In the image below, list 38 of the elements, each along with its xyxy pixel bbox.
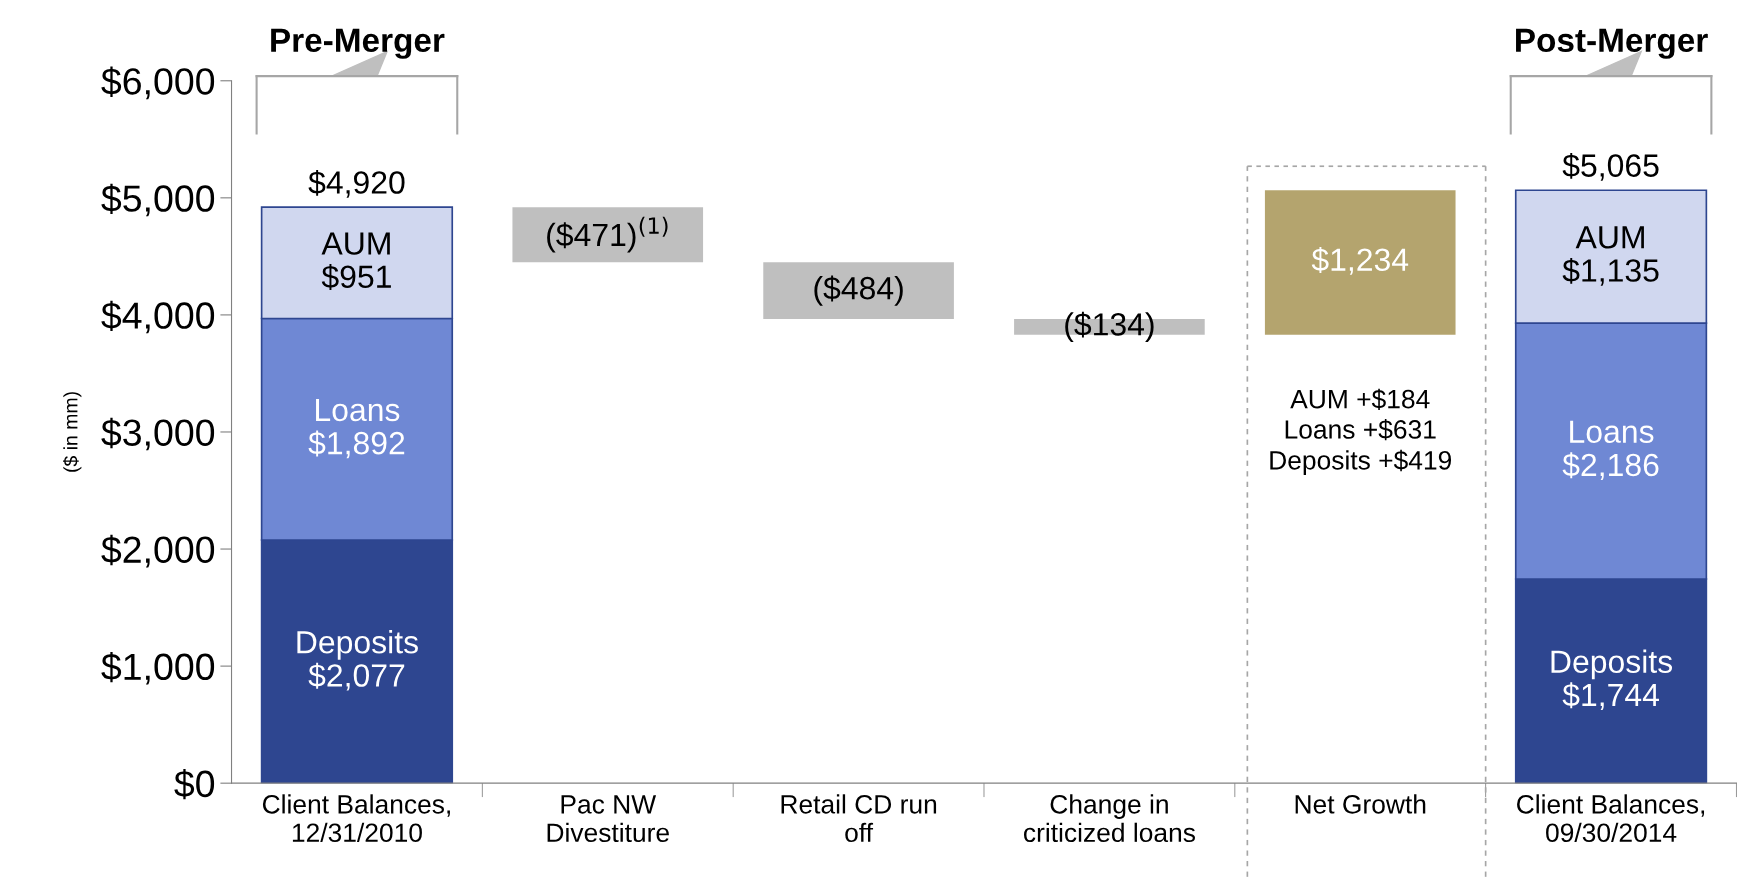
total-label: $4,920 [308, 169, 405, 198]
text: Post-Merger [1516, 28, 1708, 59]
y-tick-label: $2,000 [101, 534, 215, 568]
x-tick-label: Net Growth [1295, 794, 1426, 814]
y-tick-label: $1,000 [101, 651, 215, 685]
y-tick-label: $0 [174, 769, 215, 800]
bar [512, 207, 704, 263]
y-tick-label: $6,000 [101, 66, 215, 100]
text: AUM [1575, 226, 1644, 249]
data-label: ($471)$^{(1)}$ [547, 216, 668, 253]
y-tick-label: $3,000 [101, 417, 215, 451]
data-label: $2,186 [1562, 452, 1659, 481]
text: Pre-Merger [271, 28, 445, 59]
bar [763, 262, 954, 320]
data-label: ($134) [1065, 311, 1154, 342]
x-tick-label: Pac NW Divestiture [547, 795, 669, 843]
x-tick-label: Client Balances, 12/31/2010 [262, 794, 450, 843]
text: Loans [316, 398, 400, 422]
y-tick-label: $5,000 [101, 183, 215, 217]
data-label: $951 [321, 264, 391, 290]
bar [1264, 190, 1456, 335]
data-label: $1,744 [1562, 682, 1659, 711]
text: Deposits [297, 630, 418, 660]
annotation: AUM +$184 Loans +$631 Deposits +$419 [1270, 388, 1452, 475]
data-label: $1,135 [1562, 257, 1659, 286]
x-tick-label: Client Balances, 09/30/2014 [1517, 794, 1705, 843]
data-label: $1,892 [308, 430, 405, 459]
series-label: Loans [1570, 420, 1654, 444]
data-label: ($484) [814, 275, 903, 306]
y-axis-title: ($ in mm) [63, 392, 82, 472]
x-tick-label: Retail CD run off [781, 794, 937, 843]
series-label: Deposits [1551, 649, 1673, 680]
y-tick-label: $4,000 [101, 300, 215, 334]
series-label: AUM [321, 232, 390, 255]
data-label: $2,077 [308, 662, 405, 691]
x-tick-label: Change in criticized loans [1024, 794, 1195, 843]
data-label: $1,234 [1311, 247, 1409, 275]
total-label: $5,065 [1562, 152, 1659, 181]
